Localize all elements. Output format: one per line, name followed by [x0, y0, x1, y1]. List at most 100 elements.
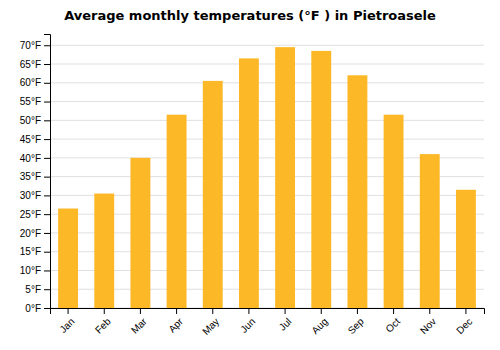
- x-tick-label: Sep: [346, 315, 367, 336]
- x-tick-mark: [212, 308, 213, 314]
- x-tick-label: Nov: [418, 316, 438, 336]
- x-tick-label: Aug: [309, 316, 329, 336]
- x-tick-label: Mar: [129, 315, 149, 335]
- y-tick-mark: [44, 214, 50, 215]
- y-tick: 5°F: [25, 284, 50, 295]
- y-axis: 0°F 5°F 10°F 15°F 20°F 25°F 30°F 35°F 40°F 45°F 50…: [20, 35, 51, 314]
- x-tick-label: Feb: [93, 315, 113, 335]
- y-tick: 65°F: [20, 59, 50, 70]
- y-tick-mark: [44, 120, 50, 121]
- y-tick: 60°F: [20, 77, 50, 88]
- x-tick-mark: [393, 308, 394, 314]
- x-tick: Nov: [418, 308, 438, 336]
- bars: [58, 47, 476, 308]
- y-tick-label: 55°F: [20, 96, 41, 107]
- grid-line: [50, 195, 484, 196]
- bar: [347, 75, 367, 308]
- x-tick-label: Dec: [454, 316, 474, 336]
- y-tick-mark: [44, 270, 50, 271]
- y-tick-label: 40°F: [20, 153, 41, 164]
- y-tick: 10°F: [20, 265, 50, 276]
- y-tick: 35°F: [20, 171, 50, 182]
- y-tick: 0°F: [25, 303, 50, 314]
- y-tick-label: 5°F: [25, 284, 41, 295]
- x-tick: Apr: [166, 308, 185, 335]
- y-tick: 25°F: [20, 209, 50, 220]
- y-tick: 40°F: [20, 153, 50, 164]
- grid-line: [50, 289, 484, 290]
- y-tick: 50°F: [20, 115, 50, 126]
- bar: [456, 190, 476, 308]
- x-tick: Sep: [346, 308, 367, 336]
- y-tick-mark: [44, 83, 50, 84]
- grid-line: [50, 157, 484, 158]
- y-tick: 15°F: [20, 246, 50, 257]
- x-tick-mark: [68, 308, 69, 314]
- y-tick-mark: [44, 177, 50, 178]
- bar: [58, 209, 78, 308]
- x-tick: Jun: [238, 308, 257, 335]
- grid-line: [50, 120, 484, 121]
- x-tick: Feb: [93, 308, 113, 336]
- grid-line: [50, 251, 484, 252]
- grid-line: [50, 214, 484, 215]
- grid-line: [50, 82, 484, 83]
- x-tick-mark: [176, 308, 177, 314]
- grid-line: [50, 232, 484, 233]
- bar: [420, 154, 440, 308]
- y-tick-mark: [44, 289, 50, 290]
- y-tick-label: 10°F: [20, 265, 41, 276]
- y-tick-label: 60°F: [20, 77, 41, 88]
- grid-line: [50, 64, 484, 65]
- grid-line: [50, 270, 484, 271]
- bar: [203, 81, 223, 308]
- x-axis: Jan Feb Mar Apr May Jun Jul Aug Sep Oct Nov Dec: [51, 308, 485, 337]
- y-tick-label: 65°F: [20, 59, 41, 70]
- x-tick-label: Jul: [277, 316, 294, 333]
- y-tick-label: 30°F: [20, 190, 41, 201]
- y-tick-mark: [44, 158, 50, 159]
- bar: [311, 51, 331, 308]
- plot: 0°F 5°F 10°F 15°F 20°F 25°F 30°F 35°F 40°F 45°F 50…: [20, 35, 485, 337]
- y-tick-label: 35°F: [20, 171, 41, 182]
- chart: Average monthly temperatures (°F ) in Pi…: [0, 0, 500, 350]
- bar: [130, 158, 150, 308]
- x-tick: Dec: [454, 308, 474, 336]
- y-tick-label: 70°F: [20, 40, 41, 51]
- y-tick: 20°F: [20, 228, 50, 239]
- x-tick-label: Jan: [57, 316, 76, 335]
- x-tick-mark: [140, 308, 141, 314]
- bar: [275, 47, 295, 308]
- bar: [384, 115, 404, 308]
- y-tick-mark: [44, 102, 50, 103]
- y-tick-mark: [44, 45, 50, 46]
- x-tick: Mar: [129, 308, 149, 336]
- bar: [167, 115, 187, 308]
- grid-line: [50, 176, 484, 177]
- x-tick-label: Oct: [383, 316, 402, 335]
- x-tick-label: May: [200, 316, 221, 337]
- y-tick-mark: [44, 139, 50, 140]
- y-tick-label: 0°F: [25, 303, 41, 314]
- x-tick: Jul: [277, 308, 294, 333]
- x-axis-line: [51, 309, 485, 315]
- y-tick: 55°F: [20, 96, 50, 107]
- x-tick-mark: [321, 308, 322, 314]
- y-tick: 45°F: [20, 134, 50, 145]
- grid-line: [50, 139, 484, 140]
- x-tick-label: Jun: [238, 316, 257, 335]
- y-tick-mark: [44, 195, 50, 196]
- y-tick-label: 45°F: [20, 134, 41, 145]
- grid: [50, 45, 484, 308]
- y-tick: 30°F: [20, 190, 50, 201]
- title: Average monthly temperatures (°F ) in Pi…: [64, 8, 436, 23]
- x-tick-mark: [248, 308, 249, 314]
- y-tick-label: 15°F: [20, 246, 41, 257]
- x-tick: Jan: [57, 308, 76, 335]
- x-tick-label: Apr: [166, 315, 185, 334]
- y-tick-mark: [44, 64, 50, 65]
- x-tick: Oct: [383, 308, 402, 335]
- x-tick-mark: [104, 308, 105, 314]
- x-tick-mark: [285, 308, 286, 314]
- y-tick: 70°F: [20, 40, 50, 51]
